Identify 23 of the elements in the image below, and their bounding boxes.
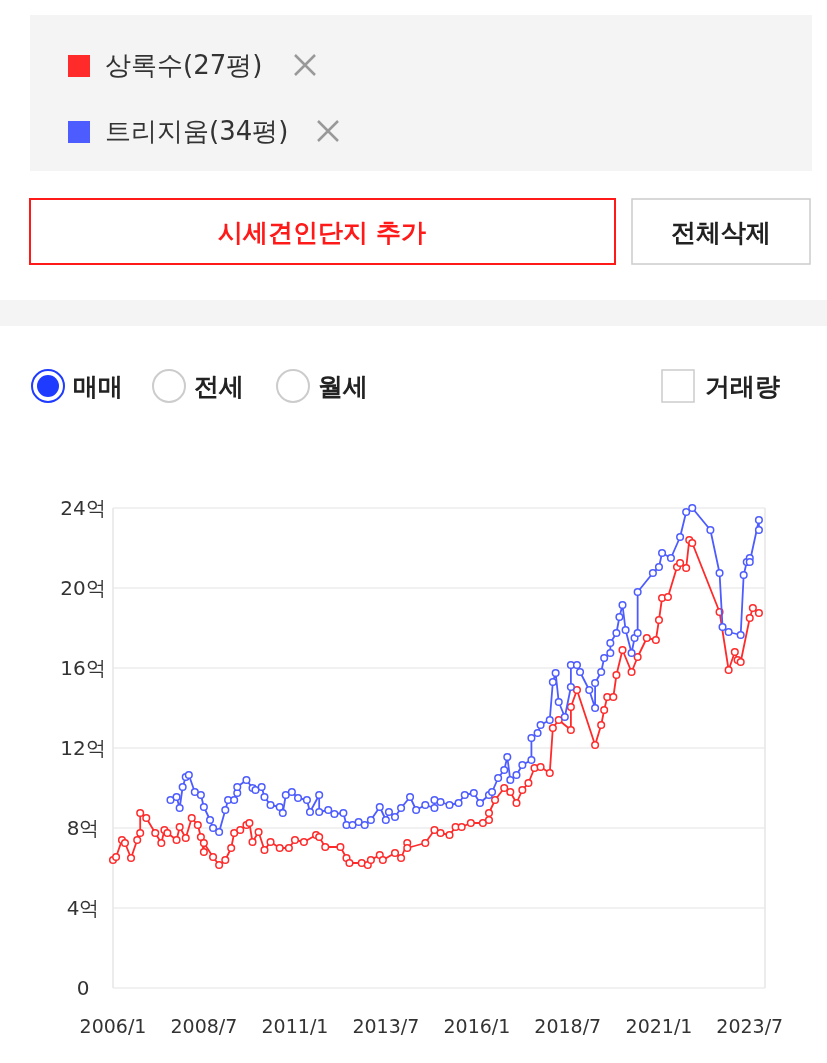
y-tick-label: 8억: [66, 816, 100, 840]
y-tick-label: 24억: [60, 496, 106, 520]
x-tick-label: 2013/7: [352, 1015, 420, 1037]
text: 거래량: [705, 372, 780, 401]
y-tick-label: 4억: [66, 896, 100, 920]
text: 매매: [73, 372, 123, 401]
x-tick-label: 2006/1: [79, 1015, 147, 1037]
legend-label: 상록수(27평): [105, 50, 263, 80]
add-button: 시세견인단지 추가: [29, 198, 616, 265]
x-tick-label: 2023/7: [716, 1015, 784, 1037]
text: 월세: [318, 372, 368, 401]
y-tick-label: 16억: [60, 656, 106, 680]
delete-button: 전체삭제: [631, 198, 811, 265]
x-tick-label: 2008/7: [170, 1015, 238, 1037]
legend-label: 트리지움(34평): [105, 116, 289, 146]
text: 전세: [194, 372, 244, 401]
x-tick-label: 2016/1: [443, 1015, 511, 1037]
y-tick-label: 12억: [60, 736, 106, 760]
y-tick-label: 0: [76, 976, 90, 1000]
x-tick-label: 2018/7: [534, 1015, 602, 1037]
x-tick-label: 2011/1: [261, 1015, 329, 1037]
y-tick-label: 20억: [60, 576, 106, 600]
x-tick-label: 2021/1: [625, 1015, 693, 1037]
